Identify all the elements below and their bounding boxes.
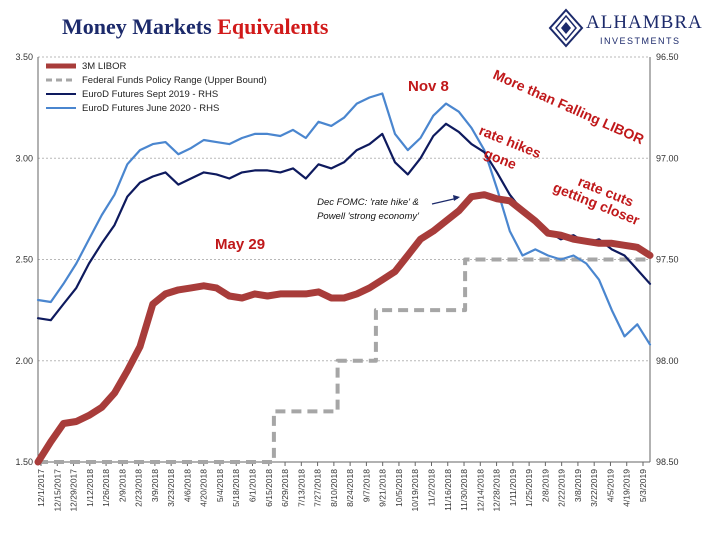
eurod-sept-2019-line [36,122,652,322]
annotation-dec-fomc-line2: Powell 'strong economy' [317,211,420,222]
x-tick-label: 1/26/2018 [101,469,111,507]
y-right-tick-label: 98.50 [656,457,679,467]
x-tick-label: 3/22/2019 [589,469,599,507]
legend-label: EuroD Futures Sept 2019 - RHS [82,89,218,100]
y-right-tick-label: 97.00 [656,153,679,163]
x-tick-label: 5/3/2019 [638,469,648,502]
x-tick-label: 12/1/2017 [36,469,46,507]
x-tick-label: 12/14/2018 [475,469,485,512]
title-part-2: Equivalents [217,14,329,39]
x-tick-label: 5/18/2018 [231,469,241,507]
x-tick-label: 4/20/2018 [199,469,209,507]
x-tick-label: 6/15/2018 [264,469,274,507]
series-group [34,92,654,466]
eurod-june-2020-line [36,92,652,346]
y-right-tick-label: 97.50 [656,255,679,265]
title-part-1: Money Markets [62,14,218,39]
x-axis: 12/1/2017 12/15/2017 12/29/2017 1/12/2018 1/… [36,462,648,512]
legend: 3M LIBOR Federal Funds Policy Range (Uppe… [46,61,267,114]
y-left-tick-label: 3.50 [15,52,33,62]
x-tick-label: 9/21/2018 [378,469,388,507]
annotation-nov8: Nov 8 [408,78,449,95]
y-left-tick-label: 2.00 [15,356,33,366]
fed-funds-line [38,257,650,464]
x-tick-label: 2/22/2019 [557,469,567,507]
x-tick-label: 12/29/2017 [69,469,79,512]
legend-label: 3M LIBOR [82,61,126,72]
x-tick-label: 9/7/2018 [361,469,371,502]
y-right-tick-label: 96.50 [656,52,679,62]
x-tick-label: 4/19/2019 [622,469,632,507]
x-tick-label: 11/30/2018 [459,469,469,511]
x-tick-label: 2/23/2018 [134,469,144,507]
logo-subtitle: INVESTMENTS [600,36,681,46]
x-tick-label: 4/6/2018 [182,469,192,502]
legend-label: EuroD Futures June 2020 - RHS [82,103,219,114]
y-right-tick-label: 98.00 [656,356,679,366]
alhambra-diamond-icon [548,8,584,48]
left-axis: 3.50 3.00 2.50 2.00 1.50 [15,52,39,467]
annotation-arrowhead [453,195,460,201]
annotation-dec-fomc-line1: Dec FOMC: 'rate hike' & [317,197,419,208]
x-tick-label: 12/28/2018 [492,469,502,512]
x-tick-label: 4/5/2019 [605,469,615,502]
x-tick-label: 11/16/2018 [443,469,453,511]
x-tick-label: 10/5/2018 [394,469,404,507]
legend-label: Federal Funds Policy Range (Upper Bound) [82,75,267,86]
x-tick-label: 11/2/2018 [426,469,436,506]
x-tick-label: 7/13/2018 [296,469,306,507]
alhambra-logo: ALHAMBRA INVESTMENTS [548,8,703,50]
x-tick-label: 1/11/2019 [508,469,518,506]
x-tick-label: 3/9/2018 [150,469,160,502]
x-tick-label: 2/9/2018 [117,469,127,502]
x-tick-label: 10/19/2018 [410,469,420,512]
x-tick-label: 8/10/2018 [329,469,339,507]
x-tick-label: 12/15/2017 [52,469,62,512]
y-left-tick-label: 3.00 [15,153,33,163]
x-tick-label: 2/8/2019 [540,469,550,502]
x-tick-label: 6/29/2018 [280,469,290,507]
x-tick-label: 7/27/2018 [313,469,323,507]
annotation-may29: May 29 [215,236,265,253]
annotation-arrow [431,197,459,205]
x-tick-label: 3/23/2018 [166,469,176,507]
x-tick-label: 6/1/2018 [248,469,258,502]
x-tick-label: 8/24/2018 [345,469,355,507]
x-tick-label: 5/4/2018 [215,469,225,502]
libor-line [34,191,654,466]
y-left-tick-label: 2.50 [15,255,33,265]
right-axis: 96.50 97.00 97.50 98.00 98.50 [649,52,679,467]
chart-title: Money Markets Equivalents [62,14,328,40]
grid-lines [38,56,650,463]
y-left-tick-label: 1.50 [15,457,33,467]
x-tick-label: 1/12/2018 [85,469,95,507]
x-tick-label: 3/8/2019 [573,469,583,502]
x-tick-label: 1/25/2019 [524,469,534,507]
logo-name: ALHAMBRA [586,12,703,33]
